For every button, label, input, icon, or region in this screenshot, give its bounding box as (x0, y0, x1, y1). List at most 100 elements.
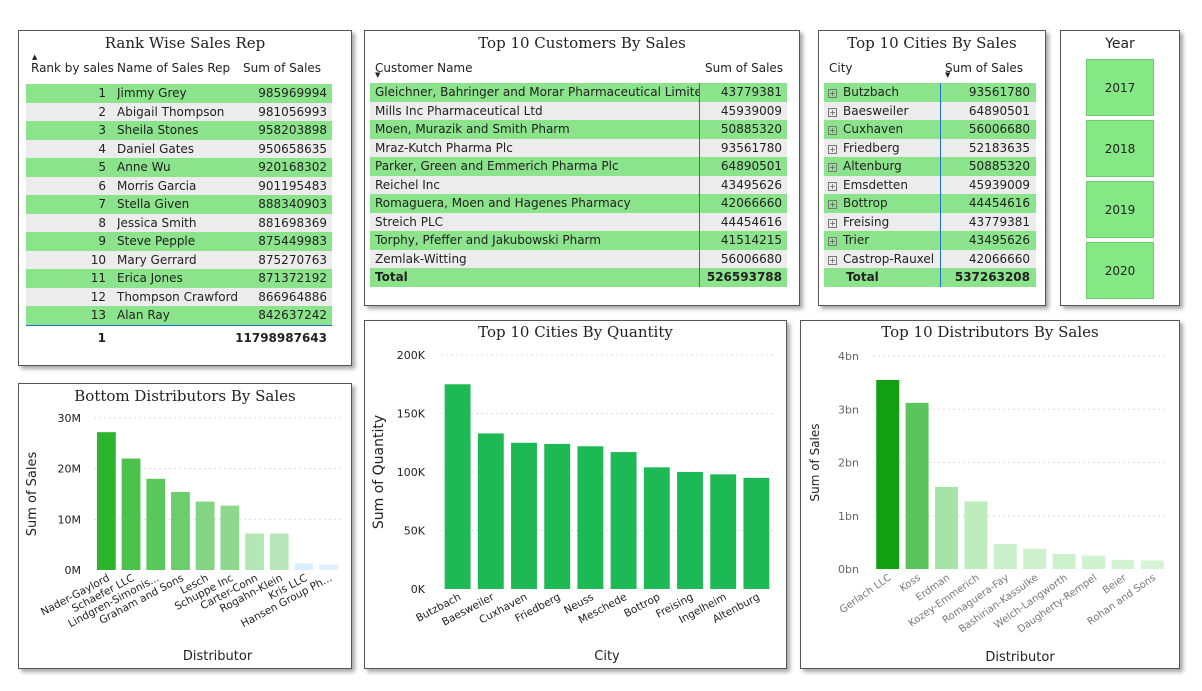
city-cell: + Castrop-Rauxel (828, 250, 936, 269)
bar[interactable] (269, 533, 289, 570)
table-row[interactable]: + Baesweiler 64890501 (824, 101, 1036, 120)
table-row[interactable]: + Friedberg 52183635 (824, 138, 1036, 157)
bar[interactable] (743, 477, 770, 589)
year-2019-button[interactable]: 2019 (1086, 181, 1154, 238)
bar[interactable] (294, 563, 314, 570)
city-sales-cell: 64890501 (968, 103, 1030, 118)
table-row[interactable]: + Emsdetten 45939009 (824, 175, 1036, 194)
table-row[interactable]: + Cuxhaven 56006680 (824, 120, 1036, 139)
table-row[interactable]: Gleichner, Bahringer and Morar Pharmaceu… (370, 83, 787, 102)
header-customer-sum-sales[interactable]: Sum of Sales (705, 61, 784, 75)
table-row[interactable]: 5 Anne Wu 920168302 (26, 158, 332, 177)
bar[interactable] (96, 432, 116, 570)
table-row[interactable]: Romaguera, Moen and Hagenes Pharmacy 4206… (370, 194, 787, 213)
bar[interactable] (245, 533, 264, 570)
bar[interactable] (477, 433, 504, 589)
table-row[interactable]: Mraz-Kutch Pharma Plc 93561780 (370, 138, 787, 157)
table-row[interactable]: Torphy, Pfeffer and Jakubowski Pharm 4151… (370, 231, 787, 250)
bar[interactable] (195, 501, 215, 570)
expand-icon[interactable]: + (828, 218, 837, 228)
header-sum-of-sales[interactable]: Sum of Sales (243, 61, 322, 75)
bar[interactable] (121, 458, 141, 570)
table-row[interactable]: 11 Erica Jones 871372192 (26, 269, 332, 288)
sales-cell: 842637242 (258, 308, 327, 322)
expand-icon[interactable]: + (828, 163, 837, 172)
sales-cell: 866964886 (258, 289, 327, 304)
expand-icon[interactable]: + (828, 89, 837, 98)
bar[interactable] (905, 402, 929, 569)
bar[interactable] (1140, 560, 1164, 569)
table-row[interactable]: + Trier 43495626 (824, 231, 1036, 250)
table-row[interactable]: Reichel Inc 43495626 (370, 175, 787, 194)
table-row[interactable]: + Castrop-Rauxel 42066660 (824, 249, 1036, 269)
y-tick-label: 30M (58, 412, 82, 425)
bar[interactable] (677, 472, 703, 589)
bar[interactable] (1023, 548, 1047, 569)
bar[interactable] (1052, 554, 1076, 569)
expand-icon[interactable]: + (828, 144, 837, 154)
bar[interactable] (710, 474, 737, 589)
expand-icon[interactable]: + (828, 126, 837, 135)
bar[interactable] (610, 452, 637, 589)
bar[interactable] (935, 486, 958, 569)
year-2020-button[interactable]: 2020 (1086, 242, 1154, 299)
sales-cell: 981056993 (258, 104, 327, 119)
x-axis-label: Distributor (183, 649, 253, 664)
bar[interactable] (964, 501, 988, 569)
bar[interactable] (319, 564, 339, 570)
sales-rep-name-cell: Jessica Smith (117, 215, 197, 230)
cities-sales-table: + Butzbach 93561780 + Baesweiler 64890501 + Cux… (824, 83, 1036, 289)
table-row[interactable]: Mills Inc Pharmaceutical Ltd 45939009 (370, 101, 787, 120)
x-axis-label: City (594, 649, 620, 664)
table-row[interactable]: 10 Mary Gerrard 875270763 (26, 250, 332, 269)
bar[interactable] (171, 491, 190, 570)
bar[interactable] (220, 505, 240, 570)
table-row[interactable]: 6 Morris Garcia 901195483 (26, 176, 332, 195)
table-row[interactable]: Moen, Murazik and Smith Pharm 50885320 (370, 120, 787, 139)
header-city-sum-sales[interactable]: Sum of Sales (945, 61, 1023, 79)
expand-icon[interactable]: + (828, 200, 837, 209)
bar[interactable] (993, 543, 1017, 569)
x-axis-label: Distributor (985, 650, 1055, 665)
total-label: Total (846, 270, 879, 284)
bar[interactable] (511, 442, 537, 589)
bar[interactable] (643, 467, 670, 589)
header-customer-name[interactable]: Customer Name (375, 61, 473, 79)
table-row[interactable]: 1 Jimmy Grey 985969994 (26, 84, 332, 103)
table-row[interactable]: + Butzbach 93561780 (824, 83, 1036, 102)
year-2018-button[interactable]: 2018 (1086, 120, 1154, 177)
bar[interactable] (876, 379, 900, 569)
expand-icon[interactable]: + (828, 255, 837, 265)
table-row[interactable]: 3 Sheila Stones 958203898 (26, 121, 332, 140)
header-city[interactable]: City (829, 61, 853, 75)
y-axis-label: Sum of Sales (808, 423, 822, 501)
bar[interactable] (577, 446, 604, 589)
bar[interactable] (1111, 559, 1135, 569)
city-name: Trier (843, 233, 870, 247)
header-sales-rep-name[interactable]: Name of Sales Rep (117, 61, 231, 75)
expand-icon[interactable]: + (828, 237, 837, 246)
table-row[interactable]: + Freising 43779381 (824, 212, 1036, 231)
table-row[interactable]: 4 Daniel Gates 950658635 (26, 139, 332, 158)
table-row[interactable]: Zemlak-Witting 56006680 (370, 249, 787, 268)
table-row[interactable]: + Altenburg 50885320 (824, 157, 1036, 176)
bar[interactable] (444, 384, 471, 589)
table-row[interactable]: 8 Jessica Smith 881698369 (26, 213, 332, 232)
expand-icon[interactable]: + (828, 107, 837, 117)
sales-rep-name-cell: Morris Garcia (117, 178, 197, 193)
table-row[interactable]: 2 Abigail Thompson 981056993 (26, 102, 332, 121)
bar[interactable] (146, 478, 166, 570)
year-2017-button[interactable]: 2017 (1086, 59, 1154, 116)
bar[interactable] (1082, 555, 1105, 569)
table-row[interactable]: + Bottrop 44454616 (824, 194, 1036, 213)
table-row[interactable]: 7 Stella Given 888340903 (26, 195, 332, 214)
total-sales-cell: 526593788 (706, 270, 782, 284)
expand-icon[interactable]: + (828, 181, 837, 191)
table-row[interactable]: 9 Steve Pepple 875449983 (26, 232, 332, 251)
table-row[interactable]: Streich PLC 44454616 (370, 212, 787, 231)
bar[interactable] (544, 443, 571, 589)
table-row[interactable]: 13 Alan Ray 842637242 (26, 306, 332, 325)
header-rank-by-sales[interactable]: Rank by sales (31, 53, 114, 75)
table-row[interactable]: 12 Thompson Crawford 866964886 (26, 287, 332, 306)
table-row[interactable]: Parker, Green and Emmerich Pharma Plc 648… (370, 157, 787, 176)
